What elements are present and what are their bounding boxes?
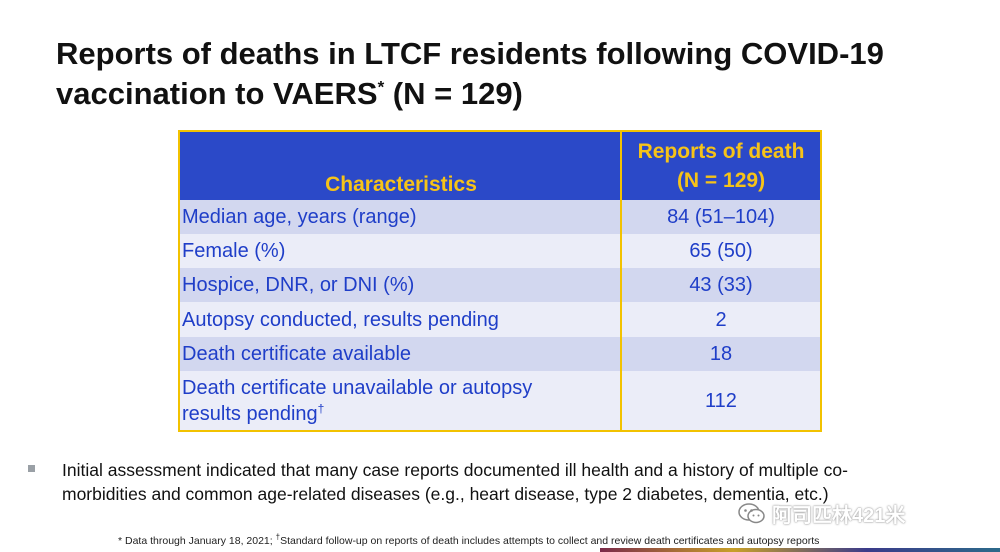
row-label: Female (%) (180, 234, 622, 268)
table-row: Death certificate unavailable or autopsy… (180, 371, 820, 430)
watermark-text: 阿司匹林421米 (772, 505, 906, 527)
footnote-dagger: † (275, 532, 281, 542)
table-row: Hospice, DNR, or DNI (%) 43 (33) (180, 268, 820, 304)
characteristics-table: Characteristics Reports of death (N = 12… (178, 130, 822, 432)
header-reports-of-death: Reports of death (N = 129) (622, 132, 820, 200)
watermark: 阿司匹林421米 (738, 499, 905, 528)
bullet-square-icon (28, 465, 35, 472)
table-row: Death certificate available 18 (180, 337, 820, 373)
footnote-part-2: Standard follow-up on reports of death i… (280, 535, 820, 547)
row-label-line-1: Death certificate unavailable or autopsy (182, 376, 533, 399)
title-n: (N = 129) (384, 76, 523, 111)
footnote: * Data through January 18, 2021; †Standa… (118, 532, 998, 548)
dagger-mark: † (317, 400, 325, 415)
table-row: Female (%) 65 (50) (180, 234, 820, 270)
title-line-2: vaccination to VAERS* (N = 129) (56, 74, 956, 114)
slide-title: Reports of deaths in LTCF residents foll… (56, 34, 956, 114)
title-asterisk: * (377, 77, 385, 97)
title-line-1: Reports of deaths in LTCF residents foll… (56, 36, 884, 71)
header-reports-line-1: Reports of death (637, 140, 805, 163)
header-reports-line-2: (N = 129) (676, 169, 766, 192)
wechat-icon (738, 502, 765, 523)
row-value: 65 (50) (689, 240, 753, 262)
bullet-text: Initial assessment indicated that many c… (62, 458, 982, 506)
row-value: 2 (715, 308, 727, 331)
bullet-line-2: morbidities and common age-related disea… (62, 484, 829, 504)
table-row: Median age, years (range) 84 (51–104) (180, 200, 820, 236)
table-header-row: Characteristics Reports of death (N = 12… (180, 132, 820, 202)
row-value: 43 (33) (689, 274, 753, 296)
row-value: 112 (705, 389, 737, 412)
row-label: Median age, years (range) (180, 200, 622, 234)
row-label: Death certificate available (180, 337, 622, 371)
row-label-line-2: results pending† (182, 401, 324, 427)
bullet-line-1: Initial assessment indicated that many c… (62, 460, 848, 480)
header-characteristics: Characteristics (180, 132, 622, 200)
footnote-part-1: * Data through January 18, 2021; (118, 535, 276, 547)
row-value: 18 (709, 343, 733, 365)
row-label-line-2-text: results pending (182, 402, 318, 425)
table-row: Autopsy conducted, results pending 2 (180, 302, 820, 339)
row-value: 84 (51–104) (667, 206, 775, 228)
row-label: Autopsy conducted, results pending (180, 302, 622, 337)
title-line-2-text: vaccination to VAERS (56, 76, 378, 111)
row-label: Death certificate unavailable or autopsy… (180, 371, 622, 430)
bottom-color-bar (600, 548, 1000, 552)
row-label: Hospice, DNR, or DNI (%) (180, 268, 622, 302)
